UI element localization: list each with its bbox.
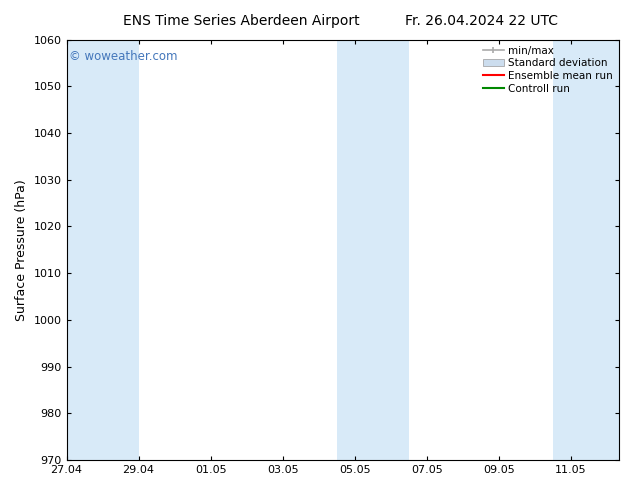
Text: Fr. 26.04.2024 22 UTC: Fr. 26.04.2024 22 UTC — [405, 14, 559, 28]
Legend: min/max, Standard deviation, Ensemble mean run, Controll run: min/max, Standard deviation, Ensemble me… — [479, 42, 617, 98]
Bar — [67, 40, 139, 460]
Bar — [553, 40, 619, 460]
Text: © woweather.com: © woweather.com — [69, 50, 178, 63]
Text: ENS Time Series Aberdeen Airport: ENS Time Series Aberdeen Airport — [122, 14, 359, 28]
Bar — [337, 40, 409, 460]
Y-axis label: Surface Pressure (hPa): Surface Pressure (hPa) — [15, 179, 28, 321]
